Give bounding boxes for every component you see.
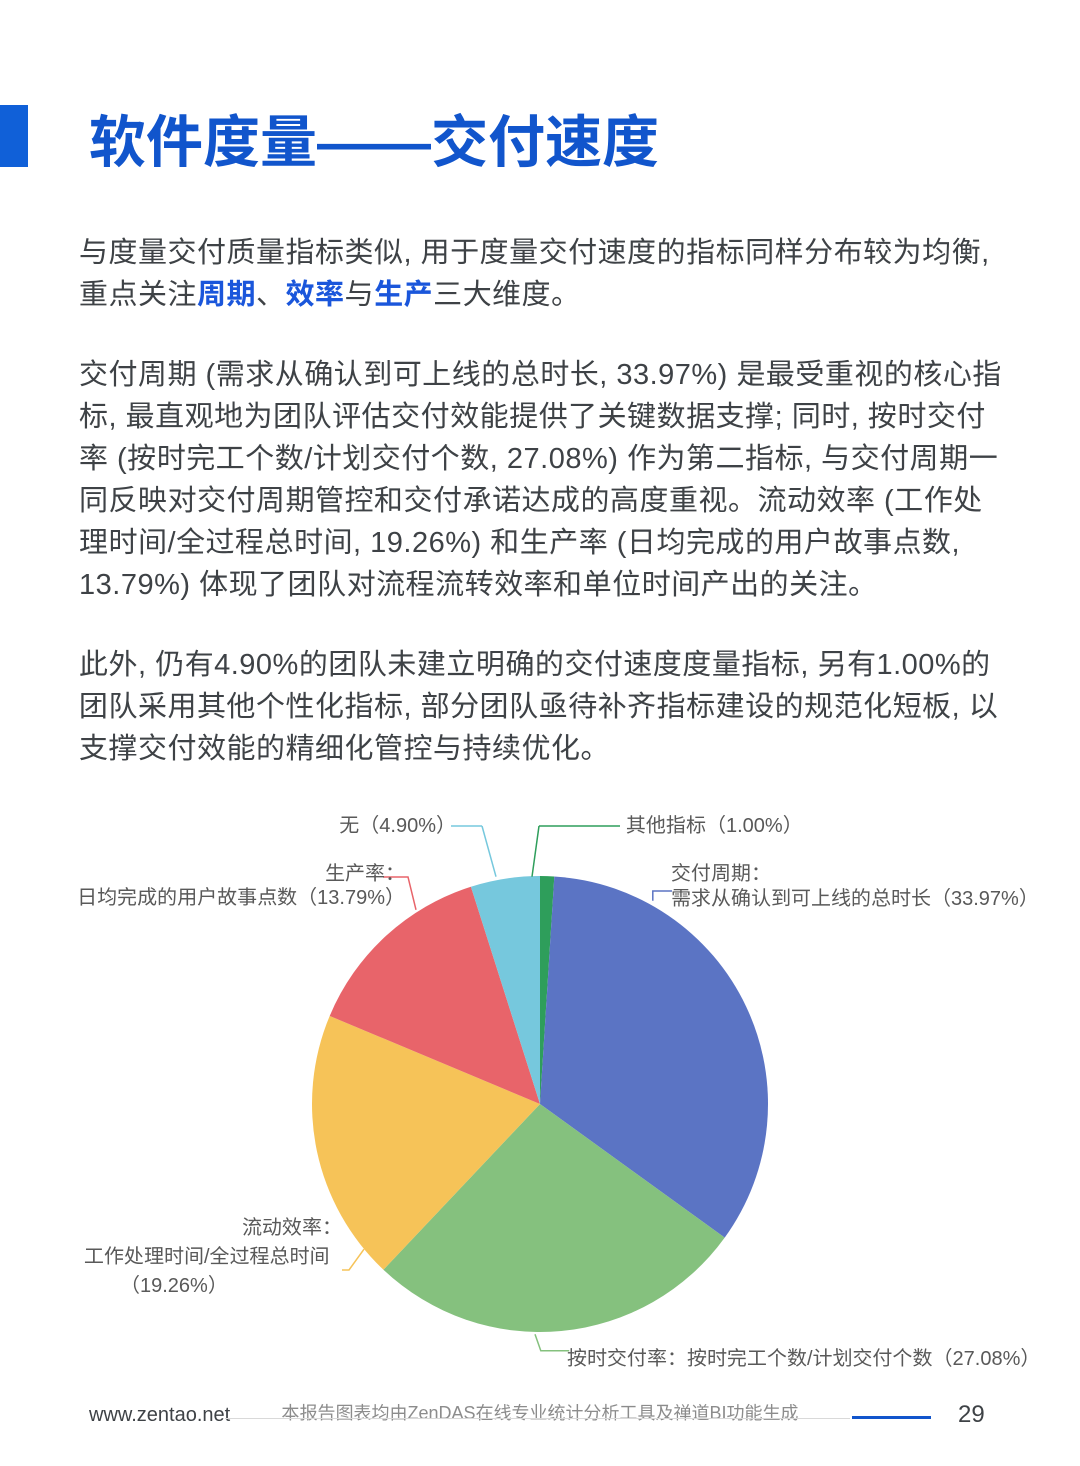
svg-text:工作处理时间/全过程总时间: 工作处理时间/全过程总时间 xyxy=(84,1245,330,1268)
svg-text:交付周期：: 交付周期： xyxy=(671,863,771,885)
svg-text:生产率：: 生产率： xyxy=(325,863,405,885)
svg-text:无（4.90%）: 无（4.90%） xyxy=(339,814,456,837)
svg-text:按时交付率：按时完工个数/计划交付个数（27.08%）: 按时交付率：按时完工个数/计划交付个数（27.08%） xyxy=(567,1347,1040,1370)
svg-text:流动效率：: 流动效率： xyxy=(242,1217,342,1239)
svg-text:（19.26%）: （19.26%） xyxy=(120,1274,228,1297)
svg-text:日均完成的用户故事点数（13.79%）: 日均完成的用户故事点数（13.79%） xyxy=(77,886,405,909)
svg-text:需求从确认到可上线的总时长（33.97%）: 需求从确认到可上线的总时长（33.97%） xyxy=(671,887,1039,910)
svg-text:其他指标（1.00%）: 其他指标（1.00%） xyxy=(626,814,803,837)
